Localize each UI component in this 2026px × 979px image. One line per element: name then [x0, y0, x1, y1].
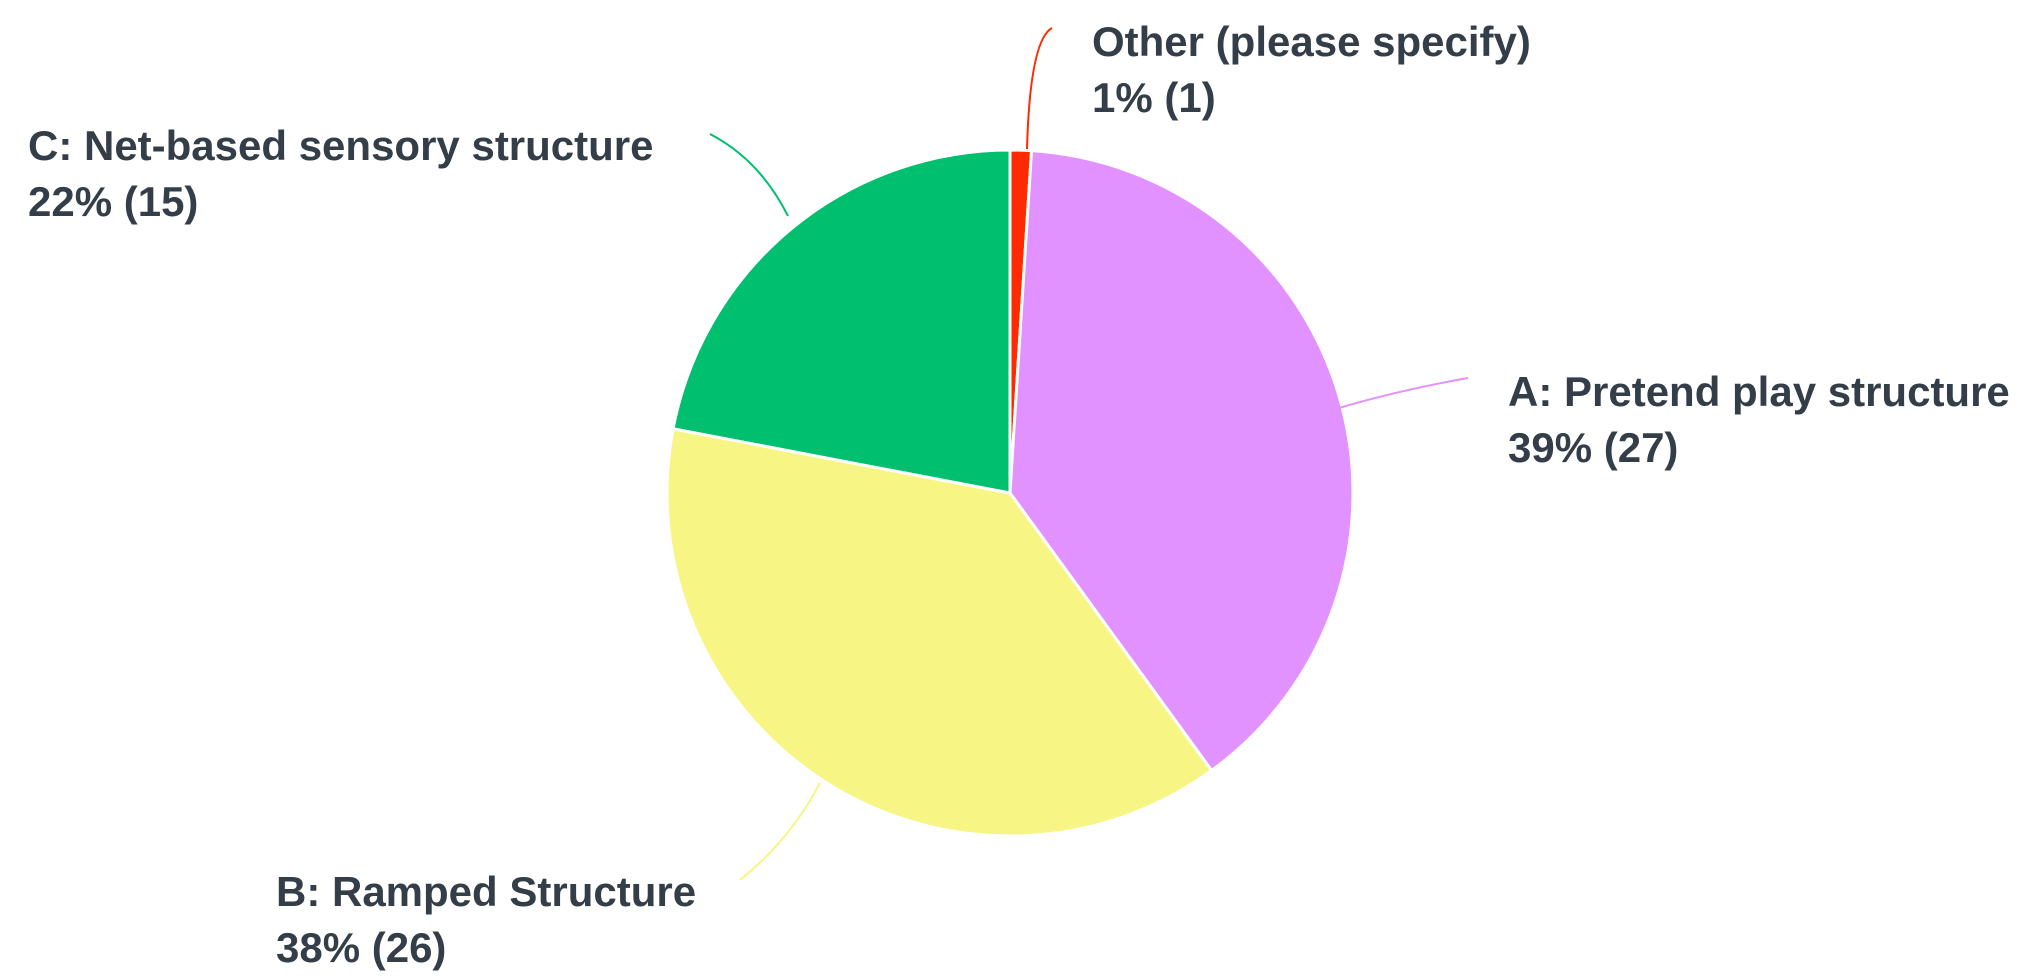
leader-line-b-ramped-structure	[739, 782, 821, 881]
pie-slice-b-ramped-structure	[665, 426, 1214, 838]
slice-label-b-ramped-structure: B: Ramped Structure	[276, 868, 696, 915]
pie-slice-c-net-based-sensory-structure	[671, 148, 1012, 495]
leader-line-a-pretend-play-structure	[1338, 377, 1469, 409]
leader-lines	[709, 27, 1469, 881]
slice-value-a-pretend-play-structure: 39% (27)	[1508, 424, 1678, 471]
pie-slice-a-pretend-play-structure	[1008, 149, 1355, 773]
slice-value-other-please-specify: 1% (1)	[1092, 74, 1216, 121]
leader-line-other-please-specify	[1026, 27, 1053, 150]
slice-labels: Other (please specify) 1% (1) A: Pretend p…	[28, 18, 2010, 971]
slice-value-c-net-based-sensory-structure: 22% (15)	[28, 178, 198, 225]
slice-value-b-ramped-structure: 38% (26)	[276, 924, 446, 971]
pie-slices	[665, 148, 1355, 838]
slice-label-other-please-specify: Other (please specify)	[1092, 18, 1531, 65]
slice-label-c-net-based-sensory-structure: C: Net-based sensory structure	[28, 122, 654, 169]
slice-label-a-pretend-play-structure: A: Pretend play structure	[1508, 368, 2010, 415]
leader-line-c-net-based-sensory-structure	[709, 133, 789, 217]
